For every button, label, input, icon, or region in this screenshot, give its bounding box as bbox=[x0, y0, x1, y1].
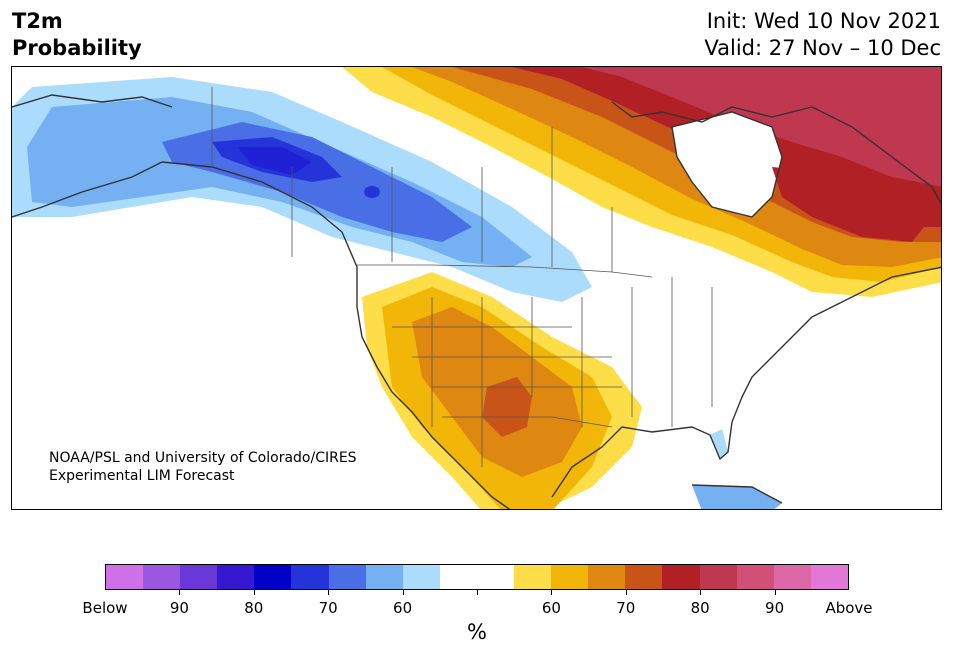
cold-spot-cuba bbox=[692, 485, 782, 509]
forecast-dates: Init: Wed 10 Nov 2021 Valid: 27 Nov – 10… bbox=[704, 8, 941, 62]
colorbar-tick-label: Above bbox=[825, 599, 873, 617]
labrador-red-core bbox=[772, 167, 932, 242]
colorbar-segment bbox=[662, 565, 700, 589]
cold-core-dark bbox=[237, 147, 312, 175]
map-title: T2m Probability bbox=[12, 8, 142, 62]
colorbar-segment bbox=[143, 565, 181, 589]
colorbar-legend bbox=[105, 564, 849, 590]
title-variable: T2m bbox=[12, 9, 63, 33]
colorbar-segment bbox=[551, 565, 589, 589]
colorbar-tick-label: 80 bbox=[244, 599, 264, 617]
probability-map bbox=[12, 67, 941, 509]
colorbar-segment bbox=[476, 565, 515, 589]
colorbar-segment bbox=[810, 565, 848, 589]
colorbar-tick-label: Below bbox=[82, 599, 128, 617]
colorbar-tick bbox=[774, 590, 776, 595]
credit-text: NOAA/PSL and University of Colorado/CIRE… bbox=[49, 449, 357, 485]
map-panel bbox=[11, 66, 942, 510]
colorbar-tick bbox=[625, 590, 627, 595]
colorbar-tick bbox=[253, 590, 255, 595]
colorbar-tick bbox=[700, 590, 702, 595]
colorbar-segment bbox=[328, 565, 366, 589]
colorbar-segment bbox=[180, 565, 218, 589]
credit-line-1: NOAA/PSL and University of Colorado/CIRE… bbox=[49, 450, 357, 466]
colorbar-tick-label: 80 bbox=[690, 599, 710, 617]
political-borders bbox=[211, 87, 713, 467]
colorbar-segment bbox=[588, 565, 626, 589]
colorbar-tick-label: 60 bbox=[541, 599, 561, 617]
credit-line-2: Experimental LIM Forecast bbox=[49, 468, 235, 484]
colorbar-segment bbox=[736, 565, 774, 589]
colorbar-tick bbox=[477, 590, 478, 595]
valid-period: Valid: 27 Nov – 10 Dec bbox=[704, 36, 941, 60]
colorbar-unit: % bbox=[467, 620, 487, 644]
colorbar-tick-label: 60 bbox=[393, 599, 413, 617]
colorbar-tick bbox=[402, 590, 404, 595]
cold-spot-small bbox=[364, 186, 380, 198]
colorbar-tick bbox=[179, 590, 181, 595]
init-date: Init: Wed 10 Nov 2021 bbox=[706, 9, 941, 33]
colorbar-segment bbox=[439, 565, 477, 589]
colorbar-segment bbox=[365, 565, 403, 589]
colorbar-tick-label: 90 bbox=[765, 599, 785, 617]
colorbar-segment bbox=[699, 565, 737, 589]
colorbar-tick bbox=[328, 590, 330, 595]
colorbar-segment bbox=[773, 565, 811, 589]
colorbar-segment bbox=[625, 565, 663, 589]
coastlines bbox=[12, 94, 941, 509]
colorbar-tick-label: 90 bbox=[169, 599, 189, 617]
colorbar-tick-label: 70 bbox=[318, 599, 338, 617]
colorbar-segment bbox=[106, 565, 144, 589]
warm-core-rust bbox=[482, 377, 532, 437]
title-type: Probability bbox=[12, 36, 142, 60]
colorbar-tick bbox=[551, 590, 553, 595]
colorbar-segment bbox=[291, 565, 329, 589]
colorbar-tick-label: 70 bbox=[616, 599, 636, 617]
colorbar-segment bbox=[254, 565, 292, 589]
colorbar-segment bbox=[217, 565, 255, 589]
colorbar-segment bbox=[514, 565, 552, 589]
colorbar-segment bbox=[402, 565, 440, 589]
cold-spot-florida bbox=[710, 429, 728, 459]
